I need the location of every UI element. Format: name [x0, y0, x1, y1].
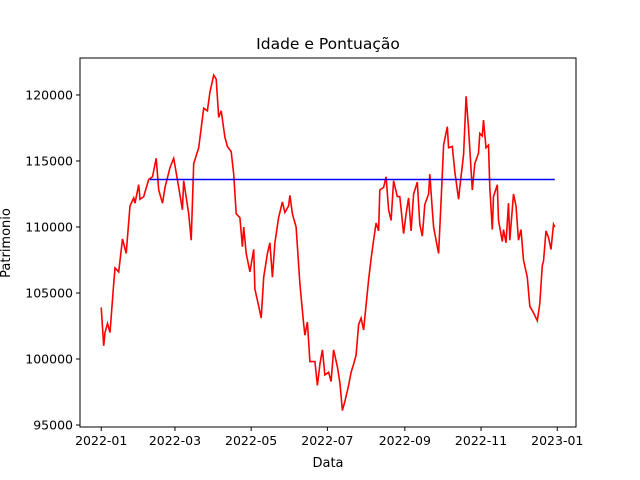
x-tick-label: 2022-03: [149, 433, 201, 448]
x-tick-label: 2022-09: [379, 433, 431, 448]
x-tick-label: 2022-05: [225, 433, 277, 448]
y-tick-label: 100000: [25, 352, 73, 367]
x-axis-label: Data: [312, 456, 343, 471]
y-tick-label: 105000: [25, 285, 73, 300]
x-tick-label: 2022-11: [455, 433, 507, 448]
y-tick-label: 115000: [25, 153, 73, 168]
y-tick-label: 120000: [25, 87, 73, 102]
data-line: [100, 73, 556, 411]
x-tick-label: 2022-07: [301, 433, 353, 448]
chart-title: Idade e Pontuação: [256, 35, 400, 53]
y-axis-label: Patrimonio: [0, 208, 14, 278]
plot-frame: [79, 57, 577, 428]
y-tick-label: 110000: [25, 219, 73, 234]
x-tick-label: 2022-01: [75, 433, 127, 448]
x-tick-label: 2023-01: [531, 433, 583, 448]
y-tick-label: 95000: [33, 418, 73, 433]
